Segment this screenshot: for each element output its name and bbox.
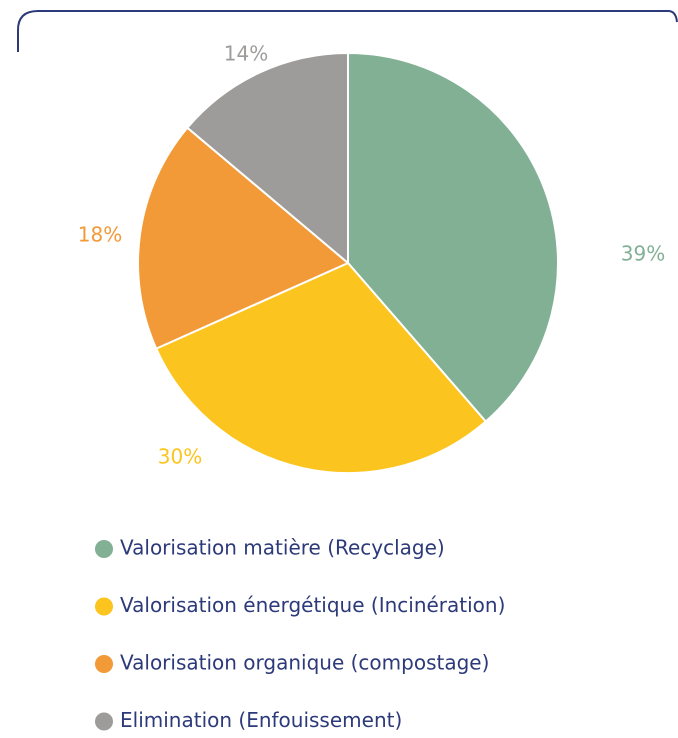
legend-swatch — [95, 655, 113, 673]
legend-label: Valorisation organique (compostage) — [120, 651, 489, 675]
pie-slice — [154, 261, 488, 474]
pie-slice — [185, 51, 349, 266]
data-label: 39% — [621, 242, 665, 266]
legend-label: Elimination (Enfouissement) — [120, 708, 402, 732]
pie-slice — [347, 51, 559, 423]
legend-swatch — [95, 540, 113, 558]
data-label: 18% — [78, 223, 122, 247]
data-label: 30% — [158, 445, 202, 469]
legend-label: Valorisation matière (Recyclage) — [120, 536, 445, 560]
pie-slice — [137, 126, 350, 350]
legend-swatch — [95, 597, 113, 616]
legend-label: Valorisation énergétique (Incinération) — [120, 593, 505, 617]
card-border — [17, 10, 678, 52]
legend-swatch — [95, 712, 113, 731]
data-label: 14% — [224, 42, 268, 66]
